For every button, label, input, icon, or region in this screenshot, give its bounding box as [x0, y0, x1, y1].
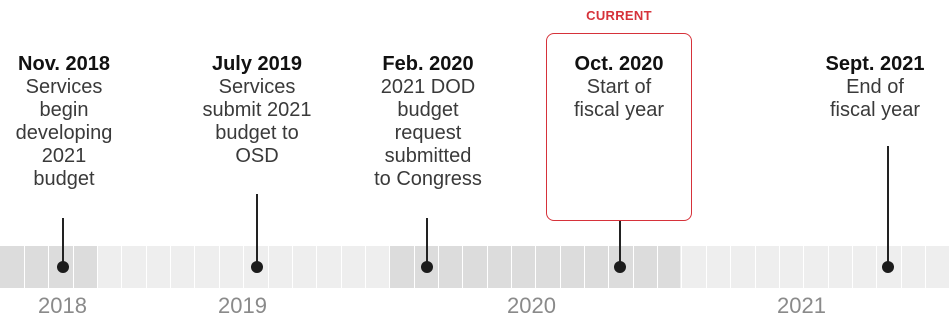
- event-oct-2020: Oct. 2020 Start of fiscal year: [544, 53, 694, 122]
- event-desc-line: submit 2021: [202, 99, 312, 121]
- month-divider: [828, 246, 829, 288]
- band-2018-light: [98, 246, 390, 288]
- event-desc-line: submitted: [384, 145, 472, 167]
- event-date: Sept. 2021: [825, 53, 925, 75]
- month-divider: [657, 246, 658, 288]
- month-divider: [243, 246, 244, 288]
- month-divider: [170, 246, 171, 288]
- year-label-2020: 2020: [507, 293, 556, 318]
- event-desc-line: budget to: [215, 122, 299, 144]
- event-desc-line: 2021 DOD: [380, 76, 476, 98]
- month-divider: [73, 246, 74, 288]
- event-desc-line: budget: [33, 168, 95, 190]
- event-stem: [887, 146, 889, 268]
- month-divider: [803, 246, 804, 288]
- event-desc-line: budget: [397, 99, 459, 121]
- event-desc-line: fiscal year: [573, 99, 665, 121]
- band-2018-dark: [0, 246, 98, 288]
- event-date: Nov. 2018: [18, 53, 110, 75]
- month-divider: [852, 246, 853, 288]
- year-label-2021: 2021: [777, 293, 826, 318]
- event-marker-dot: [614, 261, 626, 273]
- event-desc-line: Services: [218, 76, 296, 98]
- event-feb-2020: Feb. 2020 2021 DOD budget request submit…: [353, 53, 503, 191]
- month-divider: [681, 246, 682, 288]
- month-divider: [219, 246, 220, 288]
- month-divider: [925, 246, 926, 288]
- event-marker-dot: [251, 261, 263, 273]
- event-stem: [256, 194, 258, 268]
- year-label-2019: 2019: [218, 293, 267, 318]
- event-desc-line: begin: [39, 99, 89, 121]
- month-divider: [779, 246, 780, 288]
- event-july-2019: July 2019 Services submit 2021 budget to…: [182, 53, 332, 168]
- event-date: Oct. 2020: [574, 53, 664, 75]
- month-divider: [389, 246, 390, 288]
- month-divider: [24, 246, 25, 288]
- event-desc-line: developing: [15, 122, 113, 144]
- event-desc-line: to Congress: [374, 168, 482, 190]
- month-divider: [414, 246, 415, 288]
- month-divider: [97, 246, 98, 288]
- month-divider: [487, 246, 488, 288]
- event-date: Feb. 2020: [382, 53, 474, 75]
- month-divider: [901, 246, 902, 288]
- current-label: CURRENT: [586, 8, 652, 23]
- month-divider: [121, 246, 122, 288]
- month-divider: [341, 246, 342, 288]
- month-divider: [316, 246, 317, 288]
- month-divider: [462, 246, 463, 288]
- month-divider: [706, 246, 707, 288]
- event-desc-line: Services: [25, 76, 103, 98]
- event-desc-line: 2021: [41, 145, 87, 167]
- event-marker-dot: [421, 261, 433, 273]
- current-highlight-box: [546, 33, 692, 221]
- event-desc-line: request: [394, 122, 462, 144]
- event-date: July 2019: [211, 53, 303, 75]
- event-marker-dot: [882, 261, 894, 273]
- month-divider: [584, 246, 585, 288]
- event-sept-2021: Sept. 2021 End of fiscal year: [800, 53, 949, 122]
- month-divider: [535, 246, 536, 288]
- month-divider: [608, 246, 609, 288]
- month-divider: [755, 246, 756, 288]
- event-marker-dot: [57, 261, 69, 273]
- event-stem: [426, 218, 428, 268]
- band-2021-light: [680, 246, 949, 288]
- month-divider: [438, 246, 439, 288]
- event-stem: [619, 221, 621, 268]
- event-desc-line: Start of: [586, 76, 652, 98]
- month-divider: [48, 246, 49, 288]
- month-divider: [268, 246, 269, 288]
- event-nov-2018: Nov. 2018 Services begin developing 2021…: [0, 53, 139, 191]
- month-divider: [511, 246, 512, 288]
- month-divider: [146, 246, 147, 288]
- month-divider: [365, 246, 366, 288]
- event-desc-line: fiscal year: [829, 99, 921, 121]
- month-divider: [730, 246, 731, 288]
- event-desc-line: OSD: [235, 145, 279, 167]
- event-stem: [62, 218, 64, 268]
- month-divider: [876, 246, 877, 288]
- month-divider: [560, 246, 561, 288]
- month-divider: [292, 246, 293, 288]
- month-divider: [633, 246, 634, 288]
- year-label-2018: 2018: [38, 293, 87, 318]
- month-divider: [194, 246, 195, 288]
- event-desc-line: End of: [846, 76, 904, 98]
